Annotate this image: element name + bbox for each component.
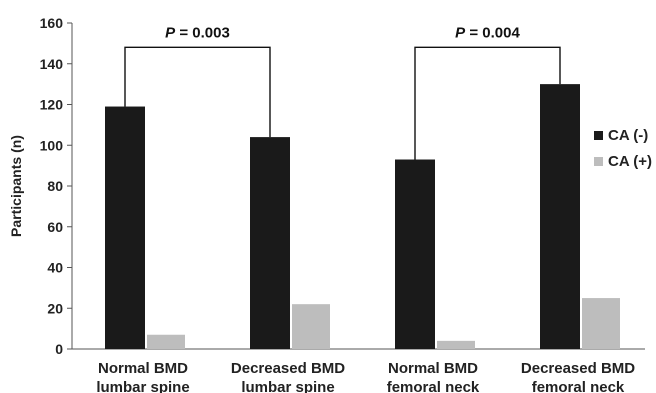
x-category-label: lumbar spine — [241, 379, 334, 393]
legend-swatch-ca-positive — [594, 157, 603, 166]
x-category-label: Decreased BMD — [521, 360, 635, 377]
p-value-label: P = 0.003 — [165, 24, 230, 41]
legend-swatch-ca-negative — [594, 131, 603, 140]
x-category-label: Decreased BMD — [231, 360, 345, 377]
y-tick-label: 100 — [40, 137, 64, 153]
y-tick-label: 0 — [55, 341, 63, 357]
y-tick-label: 40 — [47, 260, 63, 276]
x-category-label: Normal BMD — [98, 360, 188, 377]
y-tick-label: 140 — [40, 56, 64, 72]
y-tick-label: 120 — [40, 97, 64, 113]
significance-bracket — [124, 46, 271, 138]
bar-ca-negative-0 — [105, 106, 145, 349]
x-category-label: femoral neck — [387, 379, 480, 393]
y-tick-label: 80 — [47, 178, 63, 194]
bar-ca-positive-1 — [292, 304, 330, 349]
y-tick-label: 20 — [47, 300, 63, 316]
bar-ca-positive-2 — [437, 340, 475, 349]
legend-label-ca-negative: CA (-) — [608, 127, 648, 144]
y-tick-label: 60 — [47, 219, 63, 235]
bar-ca-negative-2 — [395, 159, 435, 349]
bar-ca-negative-1 — [250, 137, 290, 349]
bar-ca-positive-3 — [582, 298, 620, 349]
x-category-label: lumbar spine — [96, 379, 189, 393]
legend: CA (-) CA (+) — [594, 127, 652, 170]
bar-ca-positive-0 — [147, 334, 185, 349]
significance-annotations: P = 0.003 P = 0.004 — [124, 24, 561, 160]
bars-group — [105, 84, 620, 349]
y-tick-label: 160 — [40, 15, 64, 31]
y-axis-title: Participants (n) — [8, 135, 24, 237]
x-axis: Normal BMD lumbar spine Decreased BMD lumba… — [72, 348, 645, 393]
x-category-label: femoral neck — [532, 379, 625, 393]
y-axis: 0 20 40 60 80 100 120 140 160 — [40, 15, 73, 357]
legend-label-ca-positive: CA (+) — [608, 153, 652, 170]
bar-ca-negative-3 — [540, 84, 580, 349]
p-value-label: P = 0.004 — [455, 24, 520, 41]
x-category-label: Normal BMD — [388, 360, 478, 377]
significance-bracket — [414, 46, 561, 160]
